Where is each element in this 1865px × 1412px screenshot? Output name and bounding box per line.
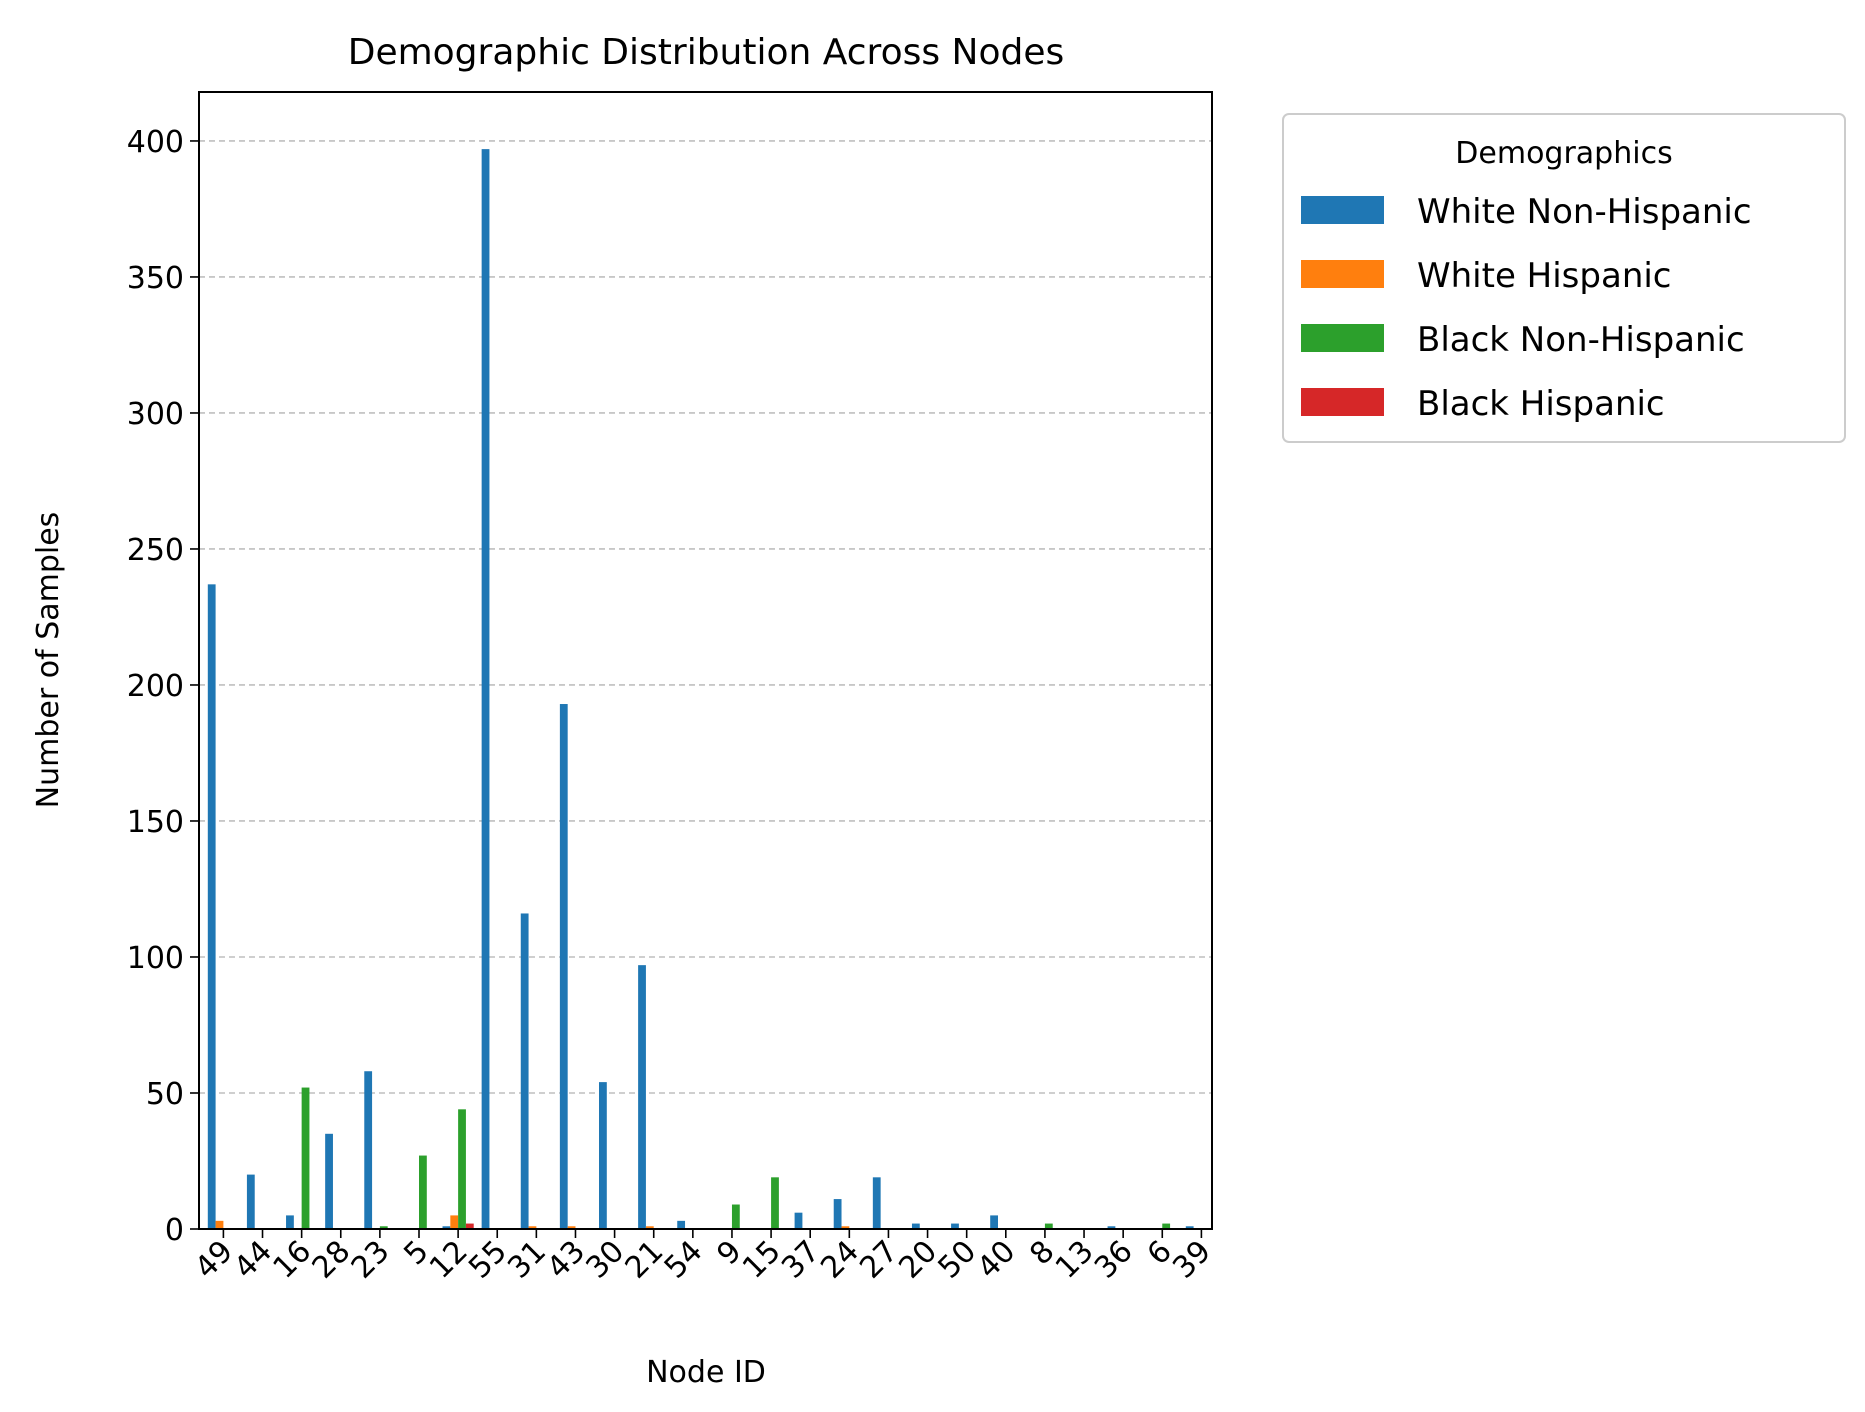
bar	[465, 1223, 474, 1229]
bar	[794, 1212, 803, 1229]
bar	[1107, 1226, 1116, 1229]
bar	[379, 1226, 388, 1229]
legend-entry: White Non-Hispanic	[1417, 192, 1752, 232]
bar	[645, 1226, 654, 1229]
bars	[207, 149, 1194, 1229]
bar	[599, 1082, 607, 1229]
x-tick-label: 23	[345, 1234, 397, 1286]
bar	[833, 1199, 842, 1229]
plot-frame	[198, 91, 1213, 1230]
bar	[1044, 1223, 1053, 1229]
x-tick-label: 54	[658, 1234, 710, 1286]
bar	[638, 965, 646, 1229]
bar	[481, 149, 490, 1229]
y-tick-label: 400	[127, 125, 184, 160]
bar	[520, 913, 529, 1229]
bar	[419, 1155, 427, 1229]
bar	[990, 1215, 998, 1229]
gridlines	[199, 140, 1212, 1094]
bar	[325, 1133, 333, 1229]
x-axis-label: Node ID	[646, 1355, 766, 1390]
legend-box	[1282, 113, 1846, 443]
y-tick-label: 150	[127, 805, 184, 840]
bar	[951, 1223, 959, 1229]
bar	[911, 1223, 920, 1229]
bar	[442, 1226, 451, 1229]
legend-title: Demographics	[1455, 136, 1672, 171]
legend-swatch	[1301, 388, 1384, 416]
bar	[207, 584, 216, 1229]
bar	[731, 1204, 740, 1229]
y-axis-label: Number of Samples	[31, 512, 66, 809]
y-tick-label: 300	[127, 397, 184, 432]
bar	[528, 1226, 537, 1229]
y-tick-label: 50	[146, 1077, 184, 1112]
legend-entry: White Hispanic	[1417, 256, 1672, 296]
y-tick-label: 350	[127, 261, 184, 296]
bar	[677, 1220, 686, 1229]
chart-title: Demographic Distribution Across Nodes	[348, 32, 1065, 73]
y-tick-label: 200	[127, 669, 184, 704]
x-tick-label: 39	[1166, 1234, 1218, 1286]
bar	[458, 1109, 466, 1229]
x-tick-label: 36	[1088, 1234, 1140, 1286]
legend-swatch	[1301, 196, 1384, 224]
bar	[215, 1220, 224, 1229]
legend: Demographics White Non-Hispanic White Hisp…	[1282, 113, 1846, 443]
legend-swatch	[1301, 324, 1384, 352]
y-tick-label: 100	[127, 941, 184, 976]
legend-swatch	[1301, 260, 1384, 288]
bar	[286, 1215, 294, 1229]
bar	[771, 1177, 779, 1229]
bar	[364, 1071, 373, 1229]
legend-entry: Black Non-Hispanic	[1417, 320, 1745, 360]
bar	[246, 1174, 255, 1229]
bar	[301, 1087, 310, 1229]
y-tick-label: 0	[165, 1213, 184, 1248]
bar	[1185, 1226, 1194, 1229]
bar	[450, 1215, 459, 1229]
bar	[841, 1226, 850, 1229]
x-tick-label: 40	[971, 1234, 1023, 1286]
bar	[872, 1177, 881, 1229]
bar	[559, 704, 568, 1229]
legend-entry: Black Hispanic	[1417, 384, 1665, 424]
bar	[567, 1226, 576, 1229]
y-tick-label: 250	[127, 533, 184, 568]
bar	[1162, 1223, 1171, 1229]
